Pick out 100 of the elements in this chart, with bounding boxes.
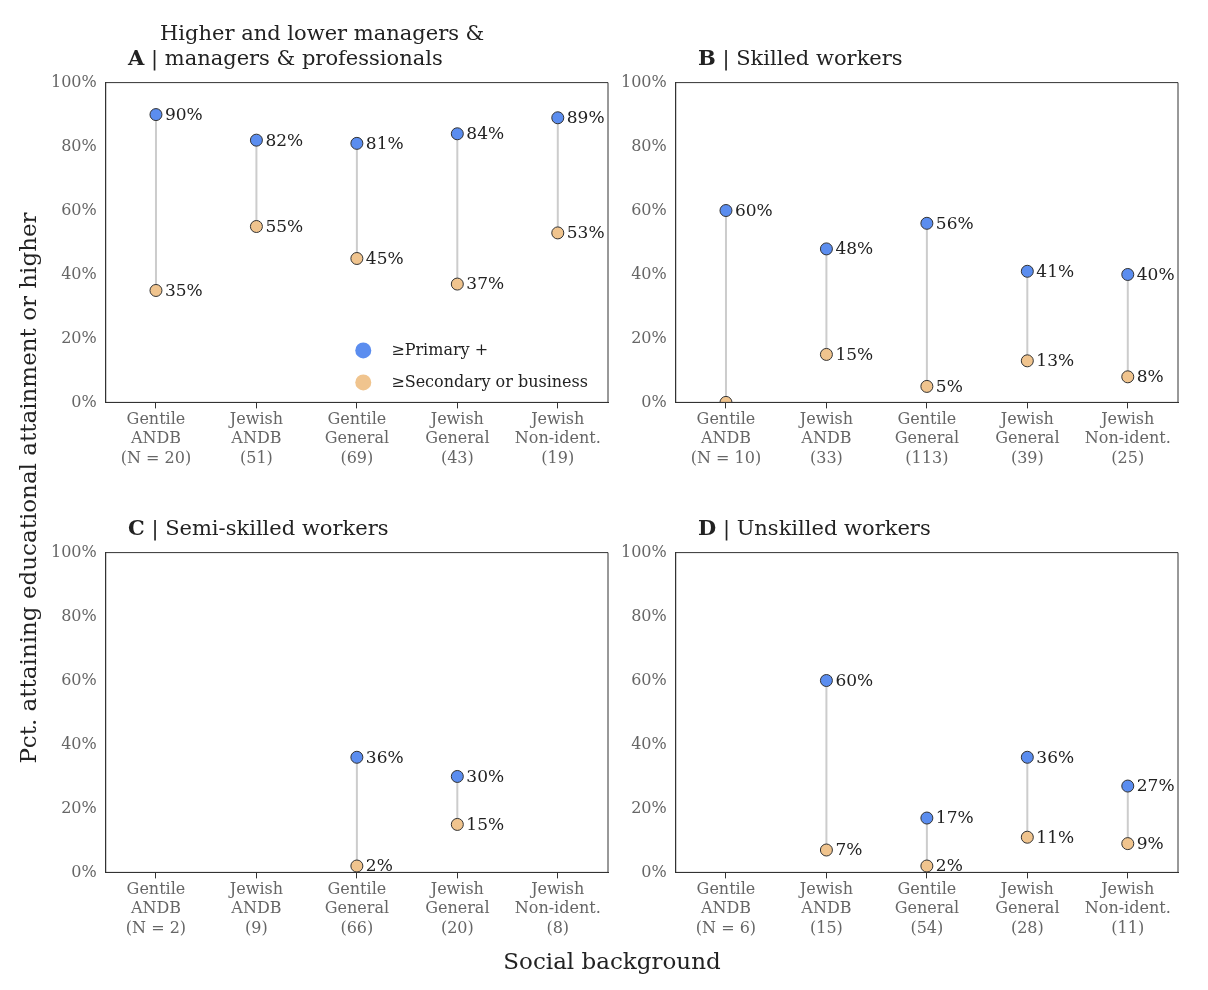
data-label: 60%: [835, 669, 874, 690]
x-tick-label: Jewish ANDB (33): [797, 409, 854, 467]
point: [551, 226, 565, 240]
x-axis-title: Social background: [502, 948, 722, 974]
point: [819, 347, 833, 361]
point: [249, 133, 263, 147]
point: [1121, 837, 1135, 851]
point: [551, 111, 565, 125]
point: [350, 136, 364, 150]
data-label: 90%: [164, 104, 203, 124]
y-tick-label: 0%: [71, 861, 97, 881]
data-label: 81%: [365, 132, 404, 153]
data-label: 60%: [734, 199, 773, 220]
x-tick-label: Gentile General (113): [894, 409, 960, 467]
data-label: 36%: [1036, 746, 1075, 767]
data-label: 84%: [466, 123, 505, 144]
data-label: 82%: [265, 129, 304, 150]
data-label: 36%: [365, 746, 404, 767]
point: [149, 283, 163, 297]
point: [1121, 370, 1135, 384]
x-tick-label: Jewish Non-ident. (25): [1084, 409, 1171, 467]
y-tick-label: 40%: [631, 733, 667, 753]
x-tick-label: Gentile ANDB (N = 6): [695, 879, 757, 937]
x-tick-label: Jewish General (20): [425, 879, 490, 937]
point: [350, 859, 364, 873]
y-tick-label: 80%: [61, 135, 97, 155]
data-label: 48%: [835, 238, 874, 259]
y-tick-label: 100%: [50, 541, 97, 561]
y-tick-label: 60%: [61, 199, 97, 219]
x-tick-label: Gentile General (66): [324, 879, 390, 937]
x-tick-label: Gentile ANDB (N = 2): [125, 879, 187, 937]
data-label: 37%: [466, 273, 505, 294]
data-label: 89%: [566, 107, 605, 128]
y-tick-label: 100%: [620, 541, 667, 561]
y-tick-label: 20%: [631, 797, 667, 817]
data-label: 9%: [1136, 833, 1164, 854]
point: [1121, 267, 1135, 281]
x-tick-label: Gentile ANDB (N = 20): [120, 409, 192, 467]
x-tick-label: Jewish ANDB (15): [797, 879, 854, 937]
y-tick-label: 80%: [631, 605, 667, 625]
y-tick-label: 100%: [50, 71, 97, 91]
y-axis-title: Pct. attaining educational attainment or higher: [15, 212, 41, 764]
y-tick-label: 0%: [71, 391, 97, 411]
chart-title: Higher and lower managers & A | managers & professionals: [128, 21, 486, 70]
y-tick-label: 20%: [61, 797, 97, 817]
chart-title: C | Semi-skilled workers: [128, 515, 390, 540]
data-label: 27%: [1136, 775, 1175, 796]
data-label: 2%: [935, 855, 963, 876]
y-tick-label: 40%: [631, 263, 667, 283]
y-tick-label: 20%: [61, 327, 97, 347]
data-label: 53%: [566, 222, 605, 243]
point: [450, 277, 464, 291]
y-tick-label: 100%: [620, 71, 667, 91]
x-tick-label: Jewish General (39): [995, 409, 1060, 467]
data-label: 41%: [1036, 260, 1075, 281]
x-tick-label: Jewish General (28): [995, 879, 1060, 937]
x-tick-label: Jewish General (43): [425, 409, 490, 467]
data-label: 8%: [1136, 366, 1164, 387]
data-label: 17%: [935, 807, 974, 828]
y-tick-label: 40%: [61, 733, 97, 753]
y-tick-label: 80%: [61, 605, 97, 625]
data-label: 7%: [835, 839, 863, 860]
point: [819, 242, 833, 256]
data-label: 56%: [935, 212, 974, 233]
point: [819, 674, 833, 688]
data-label: 40%: [1136, 263, 1175, 284]
x-tick-label: Gentile General (54): [894, 879, 960, 937]
legend-label: ≥Secondary or business: [391, 371, 589, 391]
chart-title: B | Skilled workers: [698, 45, 904, 70]
x-tick-label: Gentile ANDB (N = 10): [690, 409, 762, 467]
point: [1020, 354, 1034, 368]
data-label: 5%: [935, 375, 963, 396]
x-tick-label: Jewish Non-ident. (11): [1084, 879, 1171, 937]
point: [1020, 264, 1034, 278]
x-tick-label: Jewish ANDB (9): [227, 879, 284, 937]
x-tick-label: Jewish Non-ident. (19): [514, 409, 601, 467]
legend-label: ≥Primary +: [391, 339, 489, 359]
point: [920, 379, 934, 393]
y-tick-label: 0%: [641, 861, 667, 881]
y-tick-label: 80%: [631, 135, 667, 155]
point: [920, 859, 934, 873]
data-label: 55%: [265, 215, 304, 236]
chart-title: D | Unskilled workers: [698, 515, 932, 540]
x-tick-label: Gentile General (69): [324, 409, 390, 467]
data-label: 15%: [466, 813, 505, 834]
data-label: 30%: [466, 765, 505, 786]
point: [149, 108, 163, 122]
point: [350, 251, 364, 265]
point: [920, 811, 934, 825]
point: [249, 220, 263, 234]
point: [450, 127, 464, 141]
point: [920, 216, 934, 230]
x-tick-label: Jewish Non-ident. (8): [514, 879, 601, 937]
data-label: 13%: [1036, 350, 1075, 371]
y-tick-label: 60%: [631, 199, 667, 219]
point: [719, 204, 733, 218]
y-tick-label: 20%: [631, 327, 667, 347]
y-tick-label: 60%: [631, 669, 667, 689]
data-label: 35%: [164, 279, 203, 300]
point: [819, 843, 833, 857]
